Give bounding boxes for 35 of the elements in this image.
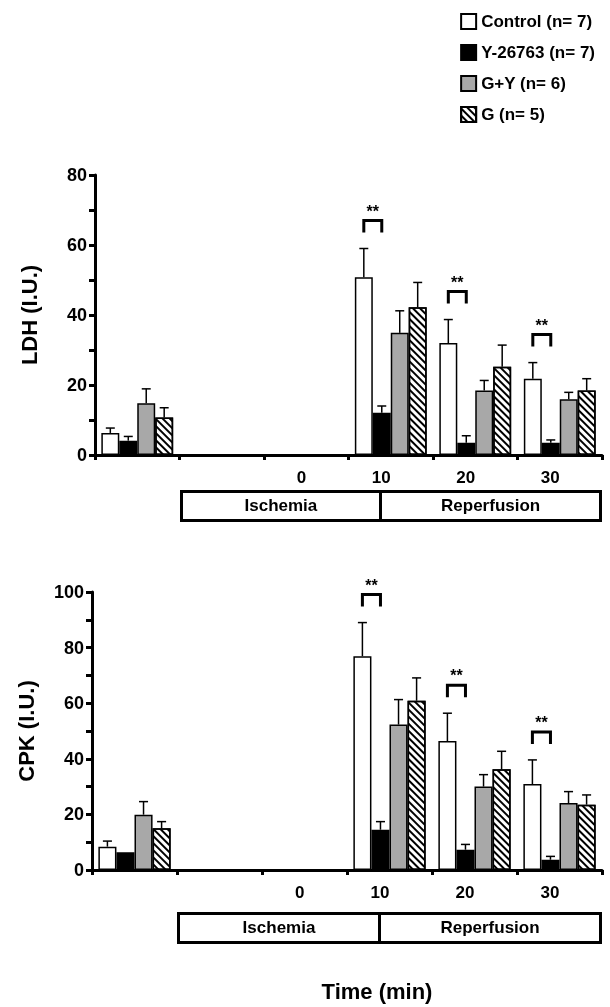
x-tick-label: 30 — [540, 468, 560, 487]
x-tick-label: 0 — [295, 883, 305, 902]
legend-label: G+Y (n= 6) — [481, 74, 566, 93]
y-tick-label: 100 — [53, 582, 84, 602]
x-tick-label: 20 — [455, 883, 475, 902]
x-tick-label: 0 — [296, 468, 307, 487]
phase-box: Reperfusion — [378, 912, 602, 944]
y-tick-label: 80 — [66, 165, 87, 185]
x-tick-label: 10 — [371, 468, 391, 487]
annotation: ** — [451, 273, 465, 291]
legend-label: Y-26763 (n= 7) — [481, 43, 595, 62]
y-tick-label: 60 — [66, 235, 87, 255]
x-axis-title: Time (min) — [321, 978, 433, 1004]
phase-box: Ischemia — [177, 912, 381, 944]
y-tick-label: 20 — [63, 804, 84, 825]
y-tick-label: 20 — [66, 375, 87, 395]
x-tick-label: 10 — [370, 883, 390, 902]
y-tick-label: 80 — [63, 637, 84, 658]
phase-box: Reperfusion — [379, 490, 602, 522]
y-axis-title: CPK (I.U.) — [13, 680, 39, 782]
y-tick-label: 0 — [76, 445, 87, 465]
legend-label: G (n= 5) — [481, 105, 545, 124]
annotation: ** — [366, 202, 380, 220]
x-tick-label: 30 — [540, 883, 560, 902]
y-tick-label: 40 — [63, 748, 84, 769]
y-tick-label: 40 — [66, 305, 87, 325]
annotation: ** — [535, 316, 549, 334]
y-axis-title: LDH (I.U.) — [16, 264, 42, 366]
annotation: ** — [535, 713, 549, 731]
y-tick-label: 0 — [73, 860, 84, 880]
annotation: ** — [450, 667, 464, 685]
y-tick-label: 60 — [63, 693, 84, 714]
annotation: ** — [365, 576, 379, 594]
x-tick-label: 20 — [456, 468, 476, 487]
legend-label: Control (n= 7) — [481, 12, 593, 31]
